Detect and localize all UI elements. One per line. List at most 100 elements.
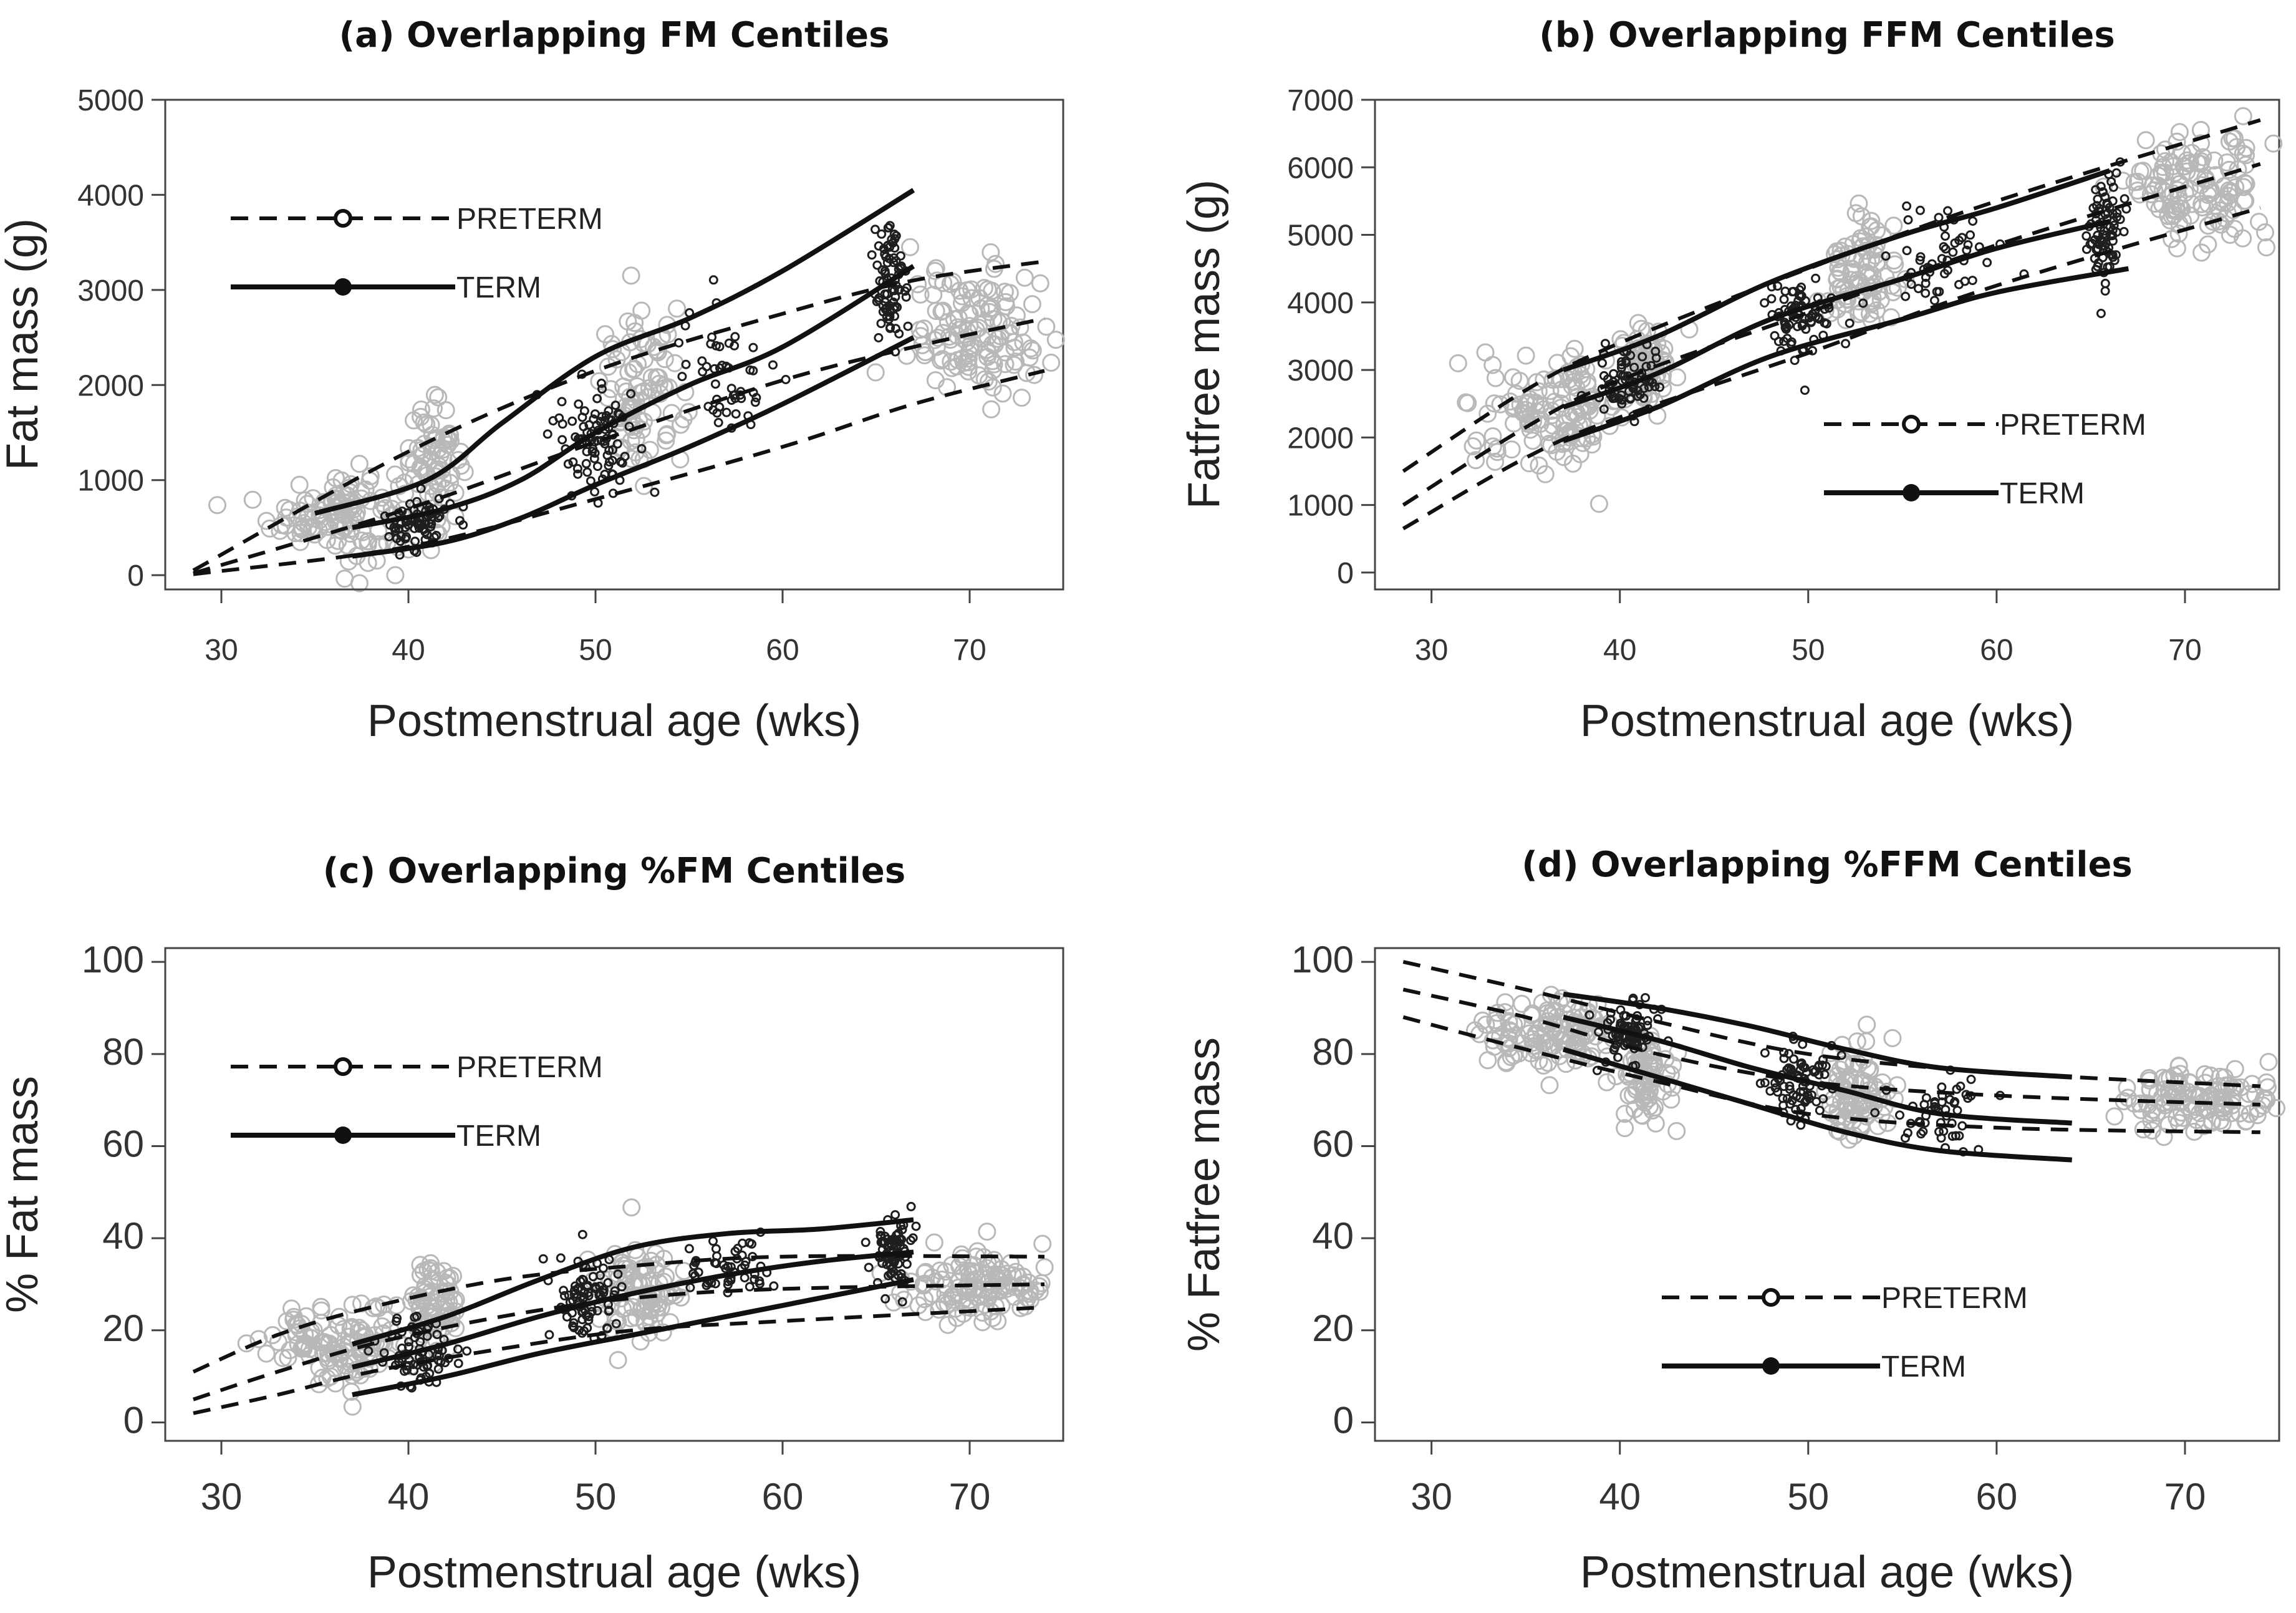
term-point: [1599, 371, 1609, 380]
preterm-point: [1021, 339, 1040, 358]
term-point: [590, 487, 600, 496]
preterm-point: [2192, 152, 2211, 171]
x-axis: 30 40 50 60 70 Postmenstrual age (wks): [205, 588, 986, 746]
term-point: [721, 1264, 731, 1274]
preterm-point: [936, 1284, 955, 1303]
preterm-point: [1616, 1119, 1634, 1138]
term-point: [1641, 362, 1651, 371]
term-point: [1942, 265, 1952, 275]
preterm-point: [866, 363, 885, 382]
term-point: [731, 409, 741, 419]
preterm-point: [1000, 324, 1018, 343]
preterm-point: [343, 1397, 362, 1416]
preterm-point: [917, 1262, 935, 1281]
term-point: [1934, 213, 1944, 223]
term-point: [1616, 1005, 1626, 1015]
preterm-point: [970, 319, 988, 337]
preterm-point: [312, 1297, 330, 1316]
term-point: [572, 463, 582, 473]
preterm-point: [2189, 1088, 2208, 1106]
preterm-point: [2192, 134, 2210, 153]
term-point: [894, 329, 904, 339]
term-point: [1948, 247, 1958, 257]
preterm-point: [296, 1335, 315, 1354]
term-point: [588, 444, 598, 454]
preterm-point: [1553, 989, 1571, 1007]
preterm-point: [619, 312, 637, 331]
term-point: [2112, 208, 2122, 218]
term-point: [1956, 1082, 1966, 1091]
term-point: [710, 379, 720, 389]
term-point: [882, 258, 892, 268]
term-point: [1902, 246, 1912, 256]
term-point: [707, 332, 717, 342]
term-point: [1947, 1131, 1957, 1141]
term-point: [867, 250, 877, 260]
preterm-point: [668, 299, 687, 318]
preterm-point: [930, 1261, 949, 1280]
preterm-point: [2234, 178, 2253, 196]
y-tick-label: 1000: [1287, 490, 1354, 523]
preterm-point: [326, 1374, 345, 1393]
preterm-point: [609, 1312, 627, 1331]
legend-preterm-marker: [1762, 1288, 1780, 1307]
y-tick-label: 5000: [1287, 220, 1354, 253]
term-point: [1915, 255, 1925, 265]
term-point: [715, 342, 725, 352]
term-point: [1784, 1049, 1794, 1058]
term-point: [584, 420, 594, 430]
term-point: [1821, 1061, 1831, 1071]
term-point: [1982, 258, 1992, 268]
preterm-point: [359, 532, 377, 551]
preterm-point: [1571, 445, 1589, 463]
legend-preterm-label: PRETERM: [1881, 1282, 2028, 1315]
term-centile-high: [351, 1217, 914, 1347]
preterm-point: [979, 372, 998, 391]
term-point: [903, 321, 913, 331]
preterm-point: [1668, 368, 1687, 387]
term-point: [1773, 281, 1783, 291]
preterm-point: [435, 428, 453, 447]
term-point: [1966, 230, 1975, 240]
term-point: [708, 275, 718, 285]
preterm-point: [338, 536, 357, 555]
term-point: [1914, 284, 1923, 294]
term-point: [1779, 294, 1789, 304]
x-axis: 30 40 50 60 70 Postmenstrual age (wks): [1415, 588, 2202, 746]
x-tick-label: 70: [2164, 1476, 2206, 1518]
term-point: [604, 445, 614, 455]
preterm-point: [1478, 404, 1497, 423]
term-point: [1760, 1048, 1770, 1058]
preterm-point: [954, 330, 973, 349]
preterm-point: [2164, 157, 2183, 175]
preterm-point: [1031, 274, 1049, 293]
term-point: [710, 1257, 720, 1267]
term-point: [1797, 321, 1807, 331]
legend: PRETERM TERM: [231, 203, 603, 304]
term-point: [1624, 386, 1634, 396]
preterm-point: [2226, 1060, 2244, 1078]
term-point: [894, 1228, 904, 1238]
term-point: [1895, 1110, 1904, 1120]
term-point: [901, 292, 911, 302]
term-point: [1949, 1098, 1959, 1108]
preterm-point: [1491, 395, 1510, 414]
x-tick-label: 50: [1787, 1476, 1829, 1518]
preterm-point: [1626, 1100, 1644, 1118]
term-point: [895, 1234, 905, 1244]
term-point: [1760, 1078, 1770, 1088]
term-point: [768, 360, 778, 370]
term-point: [2093, 230, 2103, 240]
preterm-point: [1467, 451, 1485, 470]
preterm-point: [679, 403, 698, 422]
term-point: [1845, 318, 1855, 328]
panel-b: (b) Overlapping FFM Centiles 30 40 50 60 70 Po…: [1179, 15, 2283, 746]
y-tick-label: 100: [1291, 939, 1354, 981]
preterm-point: [2240, 1085, 2259, 1103]
term-point: [1937, 254, 1947, 264]
preterm-point: [1616, 1105, 1634, 1123]
preterm-point: [1857, 1032, 1876, 1051]
preterm-point: [1042, 354, 1061, 372]
y-tick-label: 100: [82, 939, 144, 981]
preterm-point: [1510, 1044, 1528, 1063]
